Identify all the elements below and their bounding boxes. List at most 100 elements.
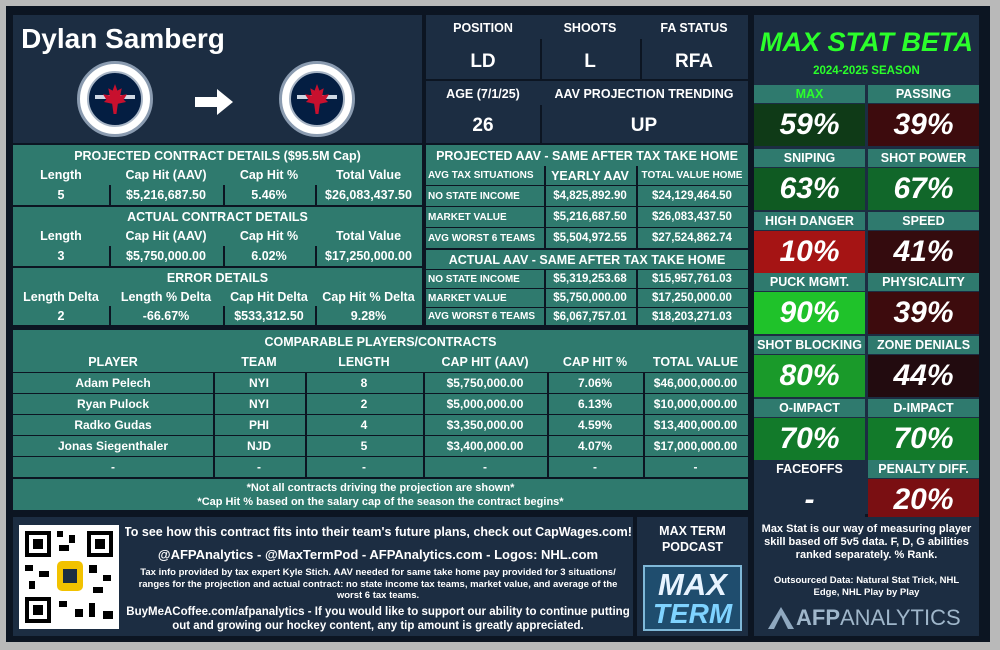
tax-total: $27,524,862.74	[652, 232, 732, 244]
fa-status-label: FA STATUS	[660, 21, 728, 35]
cell-total: -	[693, 460, 698, 474]
stat-value-physicality: 39%	[868, 292, 979, 334]
contract-details-panel: PROJECTED CONTRACT DETAILS ($95.5M Cap) …	[13, 145, 422, 325]
footer-line-1: To see how this contract fits into their…	[125, 525, 631, 539]
arrow-right-icon	[195, 89, 233, 115]
stat-value-max: 59%	[754, 104, 865, 146]
tax-actual-title: ACTUAL AAV - SAME AFTER TAX TAKE HOME	[448, 253, 726, 267]
cell-length: 4	[360, 418, 368, 432]
stat-label-speed: SPEED	[868, 212, 979, 230]
max-stat-title: MAX STAT BETA	[760, 26, 973, 57]
cell-cap-hit: $3,350,000.00	[446, 418, 524, 432]
stat-label-physicality: PHYSICALITY	[868, 273, 979, 291]
stat-label-d-impact: D-IMPACT	[868, 399, 979, 417]
tax-total: $17,250,000.00	[652, 292, 732, 304]
table-row: Radko Gudas PHI 4 $3,350,000.00 4.59% $1…	[13, 415, 748, 435]
stat-label-faceoffs: FACEOFFS	[754, 460, 865, 478]
stat-label-penalty-diff: PENALTY DIFF.	[868, 460, 979, 478]
afp-brand: AFP ANALYTICS	[796, 605, 974, 631]
comparables-panel: COMPARABLE PLAYERS/CONTRACTS PLAYER TEAM…	[13, 330, 748, 510]
header-cap-pct-delta: Cap Hit % Delta	[322, 290, 415, 304]
cell-total: $46,000,000.00	[653, 376, 738, 390]
header-cap-hit: Cap Hit (AAV)	[125, 168, 207, 182]
cell-cap-pct: 4.59%	[577, 418, 613, 432]
stat-label-zone-denials: ZONE DENIALS	[868, 336, 979, 354]
error-cap-pct: 9.28%	[350, 308, 387, 323]
position-value: LD	[470, 51, 496, 72]
header-cap-pct: Cap Hit %	[239, 168, 299, 182]
max-stat-description: Max Stat is our way of measuring player …	[761, 523, 972, 561]
stat-value-zone-denials: 44%	[868, 355, 979, 397]
actual-cap-hit: $5,750,000.00	[126, 249, 206, 263]
cell-length: -	[362, 460, 366, 474]
stat-label-shot-power: SHOT POWER	[868, 149, 979, 167]
cell-player: -	[111, 460, 115, 474]
tax-yearly: $6,067,757.01	[553, 310, 627, 323]
afp-brand-analytics: ANALYTICS	[840, 605, 961, 630]
podcast-panel: MAX TERM PODCAST MAX TERM	[637, 517, 748, 636]
comparables-note-1: *Not all contracts driving the projectio…	[246, 482, 515, 494]
stat-value-high-danger: 10%	[754, 231, 865, 273]
stat-value-penalty-diff: 20%	[868, 479, 979, 521]
trend-value: UP	[630, 115, 658, 136]
tax-total: $18,203,271.03	[652, 310, 732, 323]
header-team: TEAM	[241, 355, 277, 369]
stat-label-shot-blocking: SHOT BLOCKING	[754, 336, 865, 354]
tax-situation: NO STATE INCOME	[428, 273, 520, 285]
error-cap-hit: $533,312.50	[234, 308, 304, 323]
age-label: AGE (7/1/25)	[446, 87, 520, 101]
cell-length: 8	[360, 376, 368, 390]
cell-team: NYI	[248, 376, 269, 390]
tax-yearly: $5,504,972.55	[553, 232, 627, 244]
afp-logo-icon	[768, 607, 794, 629]
tax-yearly: $5,750,000.00	[553, 292, 627, 304]
shoots-value: L	[584, 51, 596, 72]
cell-team: PHI	[248, 418, 269, 432]
max-stat-panel: MAX STAT BETA 2024-2025 SEASON MAX PASSI…	[754, 15, 979, 521]
stat-label-puck-mgmt: PUCK MGMT.	[754, 273, 865, 291]
stat-value-o-impact: 70%	[754, 418, 865, 460]
podcast-title: MAX TERM PODCAST	[659, 524, 726, 554]
outsourced-data: Outsourced Data: Natural Stat Trick, NHL…	[773, 575, 960, 598]
header-cap-pct: Cap Hit %	[239, 229, 299, 243]
header-cap-hit: Cap Hit (AAV)	[125, 229, 207, 243]
stat-value-shot-blocking: 80%	[754, 355, 865, 397]
table-row: Adam Pelech NYI 8 $5,750,000.00 7.06% $4…	[13, 373, 748, 393]
projected-cap-pct: 5.46%	[251, 188, 287, 202]
cell-length: 2	[360, 397, 368, 411]
age-value: 26	[472, 115, 494, 136]
footer-line-2: @AFPAnalytics - @MaxTermPod - AFPAnalyti…	[157, 546, 599, 562]
header-length: Length	[40, 229, 82, 243]
footer-line-3: Tax info provided by tax expert Kyle Sti…	[138, 567, 618, 601]
tax-total: $15,957,761.03	[652, 273, 732, 285]
cell-player: Adam Pelech	[75, 376, 151, 390]
cell-player: Jonas Siegenthaler	[57, 439, 169, 453]
actual-length: 3	[57, 249, 65, 263]
afp-info-panel: Max Stat is our way of measuring player …	[754, 517, 979, 636]
cell-cap-pct: -	[593, 460, 597, 474]
header-total: Total Value	[335, 229, 402, 243]
tax-situation: NO STATE INCOME	[428, 190, 520, 202]
header-length: LENGTH	[338, 355, 390, 369]
header-length: Length	[40, 168, 82, 182]
tax-situation: MARKET VALUE	[428, 211, 507, 223]
table-row: - - - - - -	[13, 457, 748, 477]
comparables-note-2: *Cap Hit % based on the salary cap of th…	[197, 496, 564, 508]
info-panel: POSITION SHOOTS FA STATUS LD L RFA AGE (…	[426, 15, 748, 143]
tax-total: $24,129,464.50	[652, 190, 732, 202]
table-row: Ryan Pulock NYI 2 $5,000,000.00 6.13% $1…	[13, 394, 748, 414]
cell-cap-hit: -	[483, 460, 487, 474]
projected-length: 5	[57, 188, 65, 202]
tax-situation: MARKET VALUE	[428, 292, 507, 304]
stat-value-faceoffs: -	[754, 479, 865, 521]
tax-situation: AVG WORST 6 TEAMS	[428, 311, 536, 322]
tax-yearly: $4,825,892.90	[553, 190, 627, 202]
stat-value-passing: 39%	[868, 104, 979, 146]
cell-length: 5	[360, 439, 368, 453]
error-title: ERROR DETAILS	[166, 271, 269, 285]
tax-situation: AVG WORST 6 TEAMS	[428, 232, 536, 244]
cell-total: $13,400,000.00	[653, 418, 738, 432]
projected-title: PROJECTED CONTRACT DETAILS ($95.5M Cap)	[74, 149, 361, 163]
max-term-logo: MAX TERM	[643, 565, 742, 631]
header-cap-pct: CAP HIT %	[562, 355, 628, 369]
